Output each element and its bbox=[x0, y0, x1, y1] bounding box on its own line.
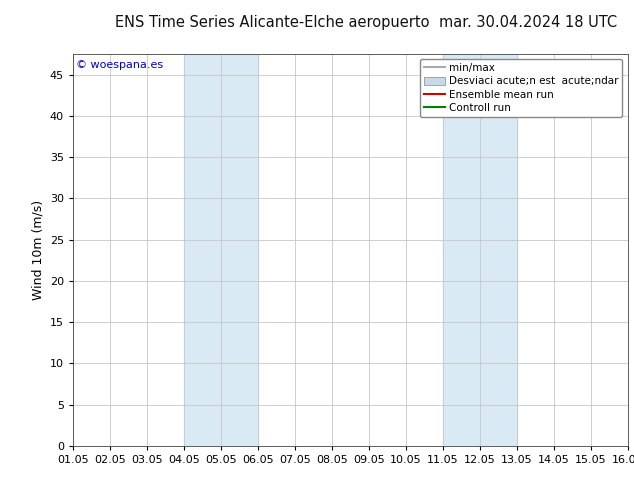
Text: mar. 30.04.2024 18 UTC: mar. 30.04.2024 18 UTC bbox=[439, 15, 617, 29]
Bar bbox=[184, 54, 258, 446]
Bar bbox=[443, 54, 517, 446]
Legend: min/max, Desviaci acute;n est  acute;ndar, Ensemble mean run, Controll run: min/max, Desviaci acute;n est acute;ndar… bbox=[420, 59, 623, 117]
Text: ENS Time Series Alicante-Elche aeropuerto: ENS Time Series Alicante-Elche aeropuert… bbox=[115, 15, 430, 29]
Y-axis label: Wind 10m (m/s): Wind 10m (m/s) bbox=[31, 200, 44, 300]
Text: © woespana.es: © woespana.es bbox=[75, 60, 163, 70]
